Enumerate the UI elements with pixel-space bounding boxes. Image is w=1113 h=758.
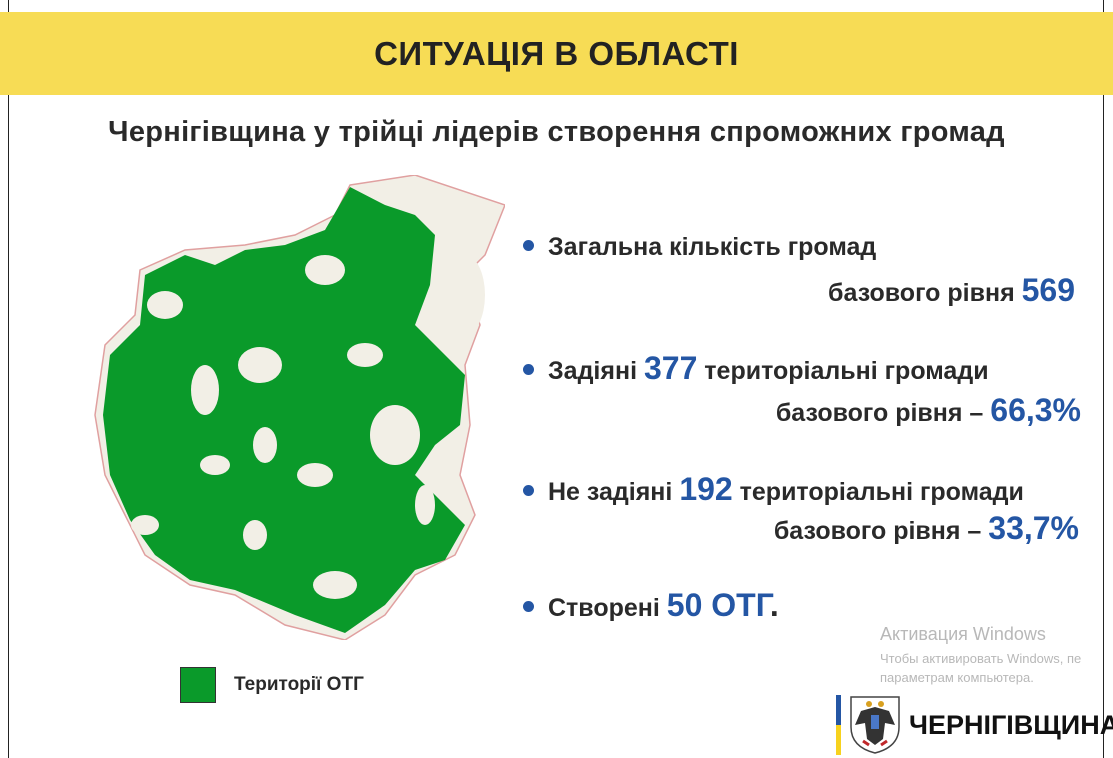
stat-involved-line2: базового рівня – 66,3% bbox=[776, 392, 1081, 429]
windows-activation-watermark: Активация Windows Чтобы активировать Win… bbox=[880, 624, 1081, 687]
stat-involved: Задіяні 377 територіальні громади bbox=[523, 350, 989, 387]
non-otg-patches bbox=[131, 255, 485, 599]
flag-stripe bbox=[836, 695, 841, 755]
bullet-icon bbox=[523, 363, 534, 375]
region-map bbox=[94, 175, 505, 640]
legend-swatch bbox=[180, 667, 216, 703]
legend-label: Території ОТГ bbox=[234, 674, 364, 695]
bullet-icon bbox=[523, 484, 534, 496]
otg-territory bbox=[103, 187, 465, 633]
stat-number: 33,7% bbox=[988, 510, 1079, 546]
stat-number: 50 ОТГ bbox=[666, 587, 770, 623]
stat-total: Загальна кількість громад bbox=[523, 233, 876, 262]
stat-not-involved: Не задіяні 192 територіальні громади bbox=[523, 471, 1024, 508]
bullet-icon bbox=[523, 600, 534, 612]
region-logo: ЧЕРНІГІВЩИНА bbox=[836, 695, 1113, 755]
watermark-title: Активация Windows bbox=[880, 624, 1046, 644]
slide-border-right bbox=[1103, 0, 1104, 758]
watermark-line: Чтобы активировать Windows, пе bbox=[880, 651, 1082, 666]
bullet-icon bbox=[523, 239, 534, 251]
stat-number: 192 bbox=[679, 471, 733, 507]
slide-border-left bbox=[8, 0, 9, 758]
slide-subtitle: Чернігівщина у трійці лідерів створення … bbox=[108, 116, 1005, 148]
stat-text: Не задіяні bbox=[548, 478, 680, 506]
stat-text: базового рівня bbox=[828, 279, 1022, 307]
stat-text: базового рівня – bbox=[775, 399, 991, 427]
page-title: СИТУАЦІЯ В ОБЛАСТІ bbox=[374, 34, 739, 72]
stat-created: Створені 50 ОТГ. bbox=[523, 587, 779, 624]
watermark-line: параметрам компьютера. bbox=[880, 670, 1034, 685]
map-legend: Території ОТГ bbox=[180, 667, 364, 703]
coat-of-arms-eagle-icon bbox=[850, 696, 900, 754]
logo-text: ЧЕРНІГІВЩИНА bbox=[909, 709, 1113, 740]
stat-number: 66,3% bbox=[990, 392, 1081, 428]
stat-total-line2: базового рівня 569 bbox=[828, 272, 1075, 309]
stat-text: Створені bbox=[548, 594, 667, 622]
stat-text: територіальні громади bbox=[697, 357, 989, 385]
stat-text: . bbox=[769, 587, 779, 623]
stat-number: 569 bbox=[1021, 272, 1075, 308]
header-banner: СИТУАЦІЯ В ОБЛАСТІ bbox=[0, 12, 1113, 95]
stat-number: 377 bbox=[643, 350, 698, 386]
stat-text: територіальні громади bbox=[732, 478, 1024, 506]
stat-text: Задіяні bbox=[548, 357, 644, 385]
stat-not-involved-line2: базового рівня – 33,7% bbox=[774, 510, 1079, 547]
stat-text: базового рівня – bbox=[773, 517, 989, 545]
stat-text: Загальна кількість громад bbox=[548, 233, 877, 261]
